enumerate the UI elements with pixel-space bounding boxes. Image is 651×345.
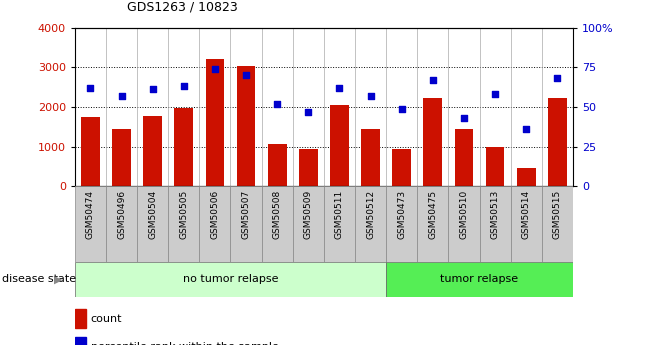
Text: GSM50515: GSM50515	[553, 190, 562, 239]
Text: GDS1263 / 10823: GDS1263 / 10823	[127, 1, 238, 14]
Bar	[81, 117, 100, 186]
Point	[490, 91, 500, 97]
Bar	[542, 186, 573, 262]
Bar	[293, 186, 324, 262]
Text: disease state: disease state	[2, 275, 76, 284]
Bar	[517, 168, 536, 186]
Text: GSM50496: GSM50496	[117, 190, 126, 239]
Point	[428, 77, 438, 83]
Bar	[393, 149, 411, 186]
Bar	[386, 186, 417, 262]
Bar	[75, 262, 386, 297]
Bar	[548, 98, 566, 186]
Bar	[174, 108, 193, 186]
Bar	[423, 98, 442, 186]
Point	[148, 87, 158, 92]
Bar	[237, 67, 255, 186]
Bar	[199, 186, 230, 262]
Point	[85, 85, 96, 91]
Bar	[168, 186, 199, 262]
Bar	[106, 186, 137, 262]
Bar	[486, 147, 505, 186]
Point	[117, 93, 127, 99]
Point	[521, 126, 531, 132]
Text: GSM50506: GSM50506	[210, 190, 219, 239]
Point	[552, 76, 562, 81]
Text: GSM50513: GSM50513	[491, 190, 499, 239]
Text: percentile rank within the sample: percentile rank within the sample	[90, 342, 279, 345]
Bar	[143, 116, 162, 186]
Bar	[330, 105, 349, 186]
Text: GSM50504: GSM50504	[148, 190, 157, 239]
Bar	[480, 186, 510, 262]
Bar	[324, 186, 355, 262]
Point	[459, 115, 469, 121]
Text: count: count	[90, 314, 122, 324]
Text: GSM50512: GSM50512	[366, 190, 375, 239]
Text: ▶: ▶	[54, 275, 63, 284]
Bar	[268, 144, 286, 186]
Point	[178, 83, 189, 89]
Bar	[75, 337, 86, 345]
Bar	[355, 186, 386, 262]
Point	[334, 85, 344, 91]
Bar	[510, 186, 542, 262]
Bar	[299, 149, 318, 186]
Text: tumor relapse: tumor relapse	[441, 275, 519, 284]
Text: GSM50507: GSM50507	[242, 190, 251, 239]
Bar	[262, 186, 293, 262]
Text: GSM50508: GSM50508	[273, 190, 282, 239]
Bar	[386, 262, 573, 297]
Point	[396, 106, 407, 111]
Point	[210, 66, 220, 72]
Point	[365, 93, 376, 99]
Bar	[230, 186, 262, 262]
Bar	[361, 129, 380, 186]
Text: GSM50505: GSM50505	[179, 190, 188, 239]
Text: GSM50473: GSM50473	[397, 190, 406, 239]
Text: GSM50514: GSM50514	[521, 190, 531, 239]
Text: no tumor relapse: no tumor relapse	[183, 275, 278, 284]
Point	[272, 101, 283, 107]
Text: GSM50510: GSM50510	[460, 190, 469, 239]
Bar	[206, 59, 224, 186]
Bar	[75, 309, 86, 328]
Text: GSM50474: GSM50474	[86, 190, 95, 239]
Bar	[449, 186, 480, 262]
Bar	[454, 129, 473, 186]
Bar	[137, 186, 168, 262]
Bar	[112, 129, 131, 186]
Bar	[75, 186, 106, 262]
Point	[303, 109, 314, 115]
Bar	[417, 186, 449, 262]
Text: GSM50475: GSM50475	[428, 190, 437, 239]
Text: GSM50511: GSM50511	[335, 190, 344, 239]
Text: GSM50509: GSM50509	[304, 190, 313, 239]
Point	[241, 72, 251, 78]
